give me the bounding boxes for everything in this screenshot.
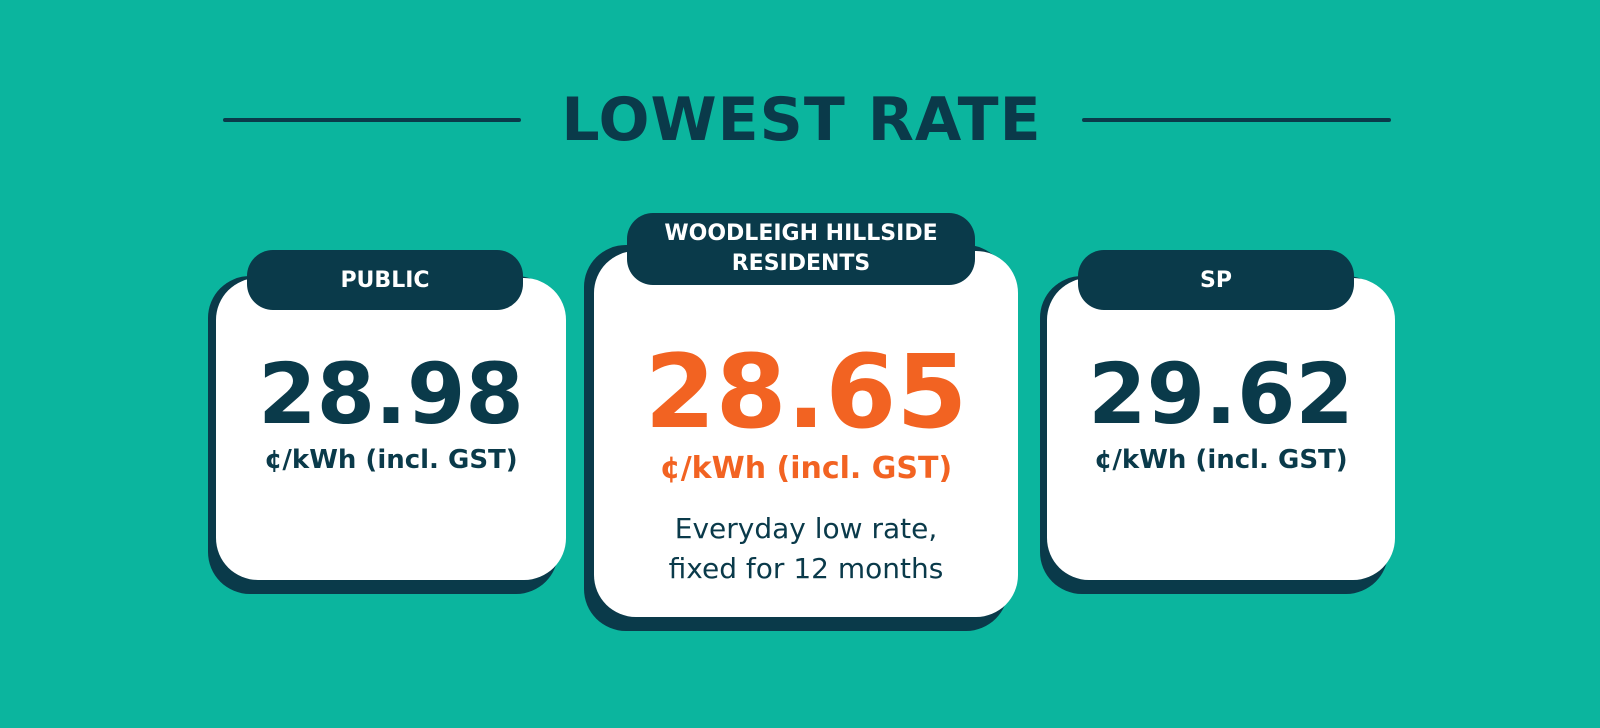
rate-value: 28.65	[644, 333, 968, 452]
header: LOWEST RATE	[0, 0, 1600, 230]
card-label-tab: SP	[1078, 250, 1354, 310]
rate-unit: ¢/kWh (incl. GST)	[659, 451, 953, 486]
rate-value: 28.98	[258, 345, 524, 443]
rate-card-public: PUBLIC 28.98 ¢/kWh (incl. GST)	[208, 250, 566, 594]
rate-unit: ¢/kWh (incl. GST)	[1094, 445, 1348, 475]
rate-note: Everyday low rate, fixed for 12 months	[668, 512, 944, 585]
card-face	[216, 278, 566, 580]
rate-unit: ¢/kWh (incl. GST)	[264, 445, 518, 475]
card-face	[594, 251, 1018, 617]
card-face	[1047, 278, 1395, 580]
card-label-tab: PUBLIC	[247, 250, 523, 310]
page-title: LOWEST RATE	[561, 85, 1042, 155]
rate-card-sp: SP 29.62 ¢/kWh (incl. GST)	[1040, 250, 1395, 594]
rate-card-woodleigh-hillside: WOODLEIGH HILLSIDE RESIDENTS 28.65 ¢/kWh…	[584, 213, 1018, 631]
card-label-tab: WOODLEIGH HILLSIDE RESIDENTS	[627, 213, 975, 285]
rate-value: 29.62	[1088, 345, 1354, 443]
title-divider-right	[1082, 118, 1391, 122]
title-divider-left	[223, 118, 521, 122]
